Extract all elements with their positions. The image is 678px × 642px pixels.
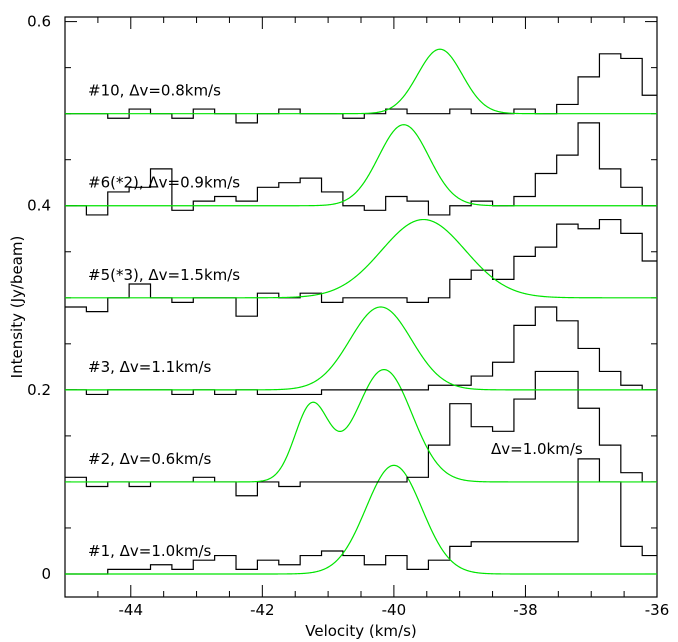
y-tick-label: 0.2 (27, 381, 51, 399)
x-tick-label: -42 (250, 601, 275, 619)
y-tick-label: 0.4 (27, 197, 51, 215)
x-tick-label: -38 (513, 601, 538, 619)
x-axis-label: Velocity (km/s) (305, 622, 416, 640)
histogram-line (65, 53, 657, 124)
axis-ticks: -44 -42 -40 -38 -36 0 0.2 0.4 0.6 (27, 13, 669, 619)
series-layer (65, 48, 657, 575)
gaussian-fit-line (65, 124, 657, 207)
series-label: #6(*2), Δv=0.9km/s (88, 174, 240, 192)
x-tick-label: -40 (382, 601, 407, 619)
x-tick-label: -44 (119, 601, 144, 619)
series-label: #5(*3), Δv=1.5km/s (88, 266, 240, 284)
series-label: #10, Δv=0.8km/s (88, 82, 221, 100)
x-tick-label: -36 (645, 601, 670, 619)
spectrum-2 (65, 306, 657, 396)
y-tick-label: 0 (41, 565, 51, 583)
gaussian-fit-line (65, 368, 657, 483)
spectrum-5 (65, 48, 657, 124)
spectrum-1 (65, 368, 657, 497)
series-label: #1, Δv=1.0km/s (88, 542, 212, 560)
y-tick-label: 0.6 (27, 13, 51, 31)
series-labels: #1, Δv=1.0km/s #2, Δv=0.6km/s #3, Δv=1.1km… (88, 82, 240, 560)
spectrum-3 (65, 218, 657, 317)
histogram-line (65, 370, 657, 497)
y-axis-label: Intensity (Jy/beam) (8, 236, 26, 379)
series-label: #2, Δv=0.6km/s (88, 450, 212, 468)
gaussian-fit-line (65, 48, 657, 115)
spectrum-0 (65, 458, 657, 575)
gaussian-fit-line (65, 464, 657, 575)
gaussian-fit-line (65, 306, 657, 391)
width-annotation: Δv=1.0km/s (491, 440, 583, 458)
series-label: #3, Δv=1.1km/s (88, 358, 212, 376)
spectrum-4 (65, 122, 657, 216)
gaussian-fit-line (65, 218, 657, 299)
histogram-line (65, 458, 657, 575)
